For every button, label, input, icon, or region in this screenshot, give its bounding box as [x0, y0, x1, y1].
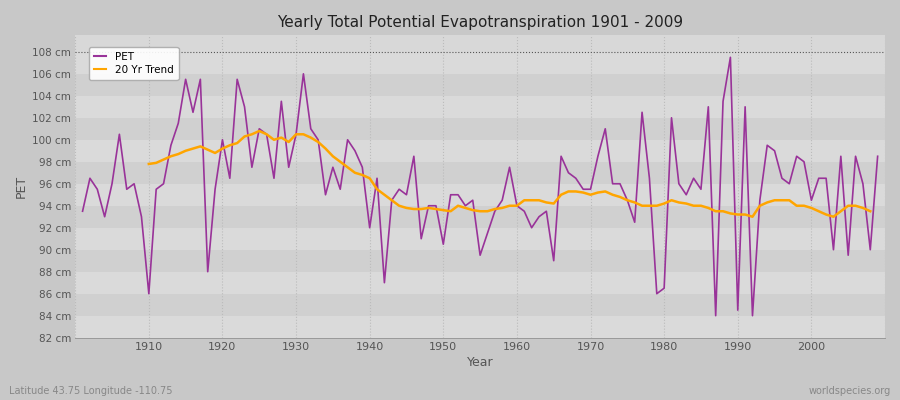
Title: Yearly Total Potential Evapotranspiration 1901 - 2009: Yearly Total Potential Evapotranspiratio… — [277, 15, 683, 30]
20 Yr Trend — [143, 162, 154, 166]
Bar — [76, 74, 885, 96]
20 Yr Trend — [534, 198, 544, 203]
Bar — [76, 52, 885, 74]
20 Yr Trend — [342, 165, 353, 170]
Bar — [76, 162, 885, 184]
Bar — [76, 228, 885, 250]
Bar — [76, 272, 885, 294]
PET — [136, 214, 147, 219]
Legend: PET, 20 Yr Trend: PET, 20 Yr Trend — [88, 46, 178, 80]
Text: Latitude 43.75 Longitude -110.75: Latitude 43.75 Longitude -110.75 — [9, 386, 173, 396]
Bar — [76, 96, 885, 118]
PET — [298, 72, 309, 76]
PET — [600, 126, 611, 131]
20 Yr Trend — [511, 203, 522, 208]
PET — [77, 209, 88, 214]
Line: PET: PET — [83, 57, 878, 316]
PET — [725, 55, 736, 60]
Bar — [76, 316, 885, 338]
Bar — [76, 206, 885, 228]
PET — [511, 203, 522, 208]
Bar — [76, 118, 885, 140]
Y-axis label: PET: PET — [15, 175, 28, 198]
20 Yr Trend — [717, 209, 728, 214]
20 Yr Trend — [372, 187, 382, 192]
Bar — [76, 184, 885, 206]
Bar — [76, 250, 885, 272]
Text: worldspecies.org: worldspecies.org — [809, 386, 891, 396]
Bar — [76, 140, 885, 162]
PET — [342, 137, 353, 142]
20 Yr Trend — [865, 209, 876, 214]
20 Yr Trend — [320, 146, 331, 151]
20 Yr Trend — [747, 214, 758, 219]
PET — [504, 165, 515, 170]
20 Yr Trend — [254, 128, 265, 133]
PET — [872, 154, 883, 159]
Line: 20 Yr Trend: 20 Yr Trend — [148, 131, 870, 217]
X-axis label: Year: Year — [467, 356, 493, 369]
PET — [710, 313, 721, 318]
Bar — [76, 294, 885, 316]
